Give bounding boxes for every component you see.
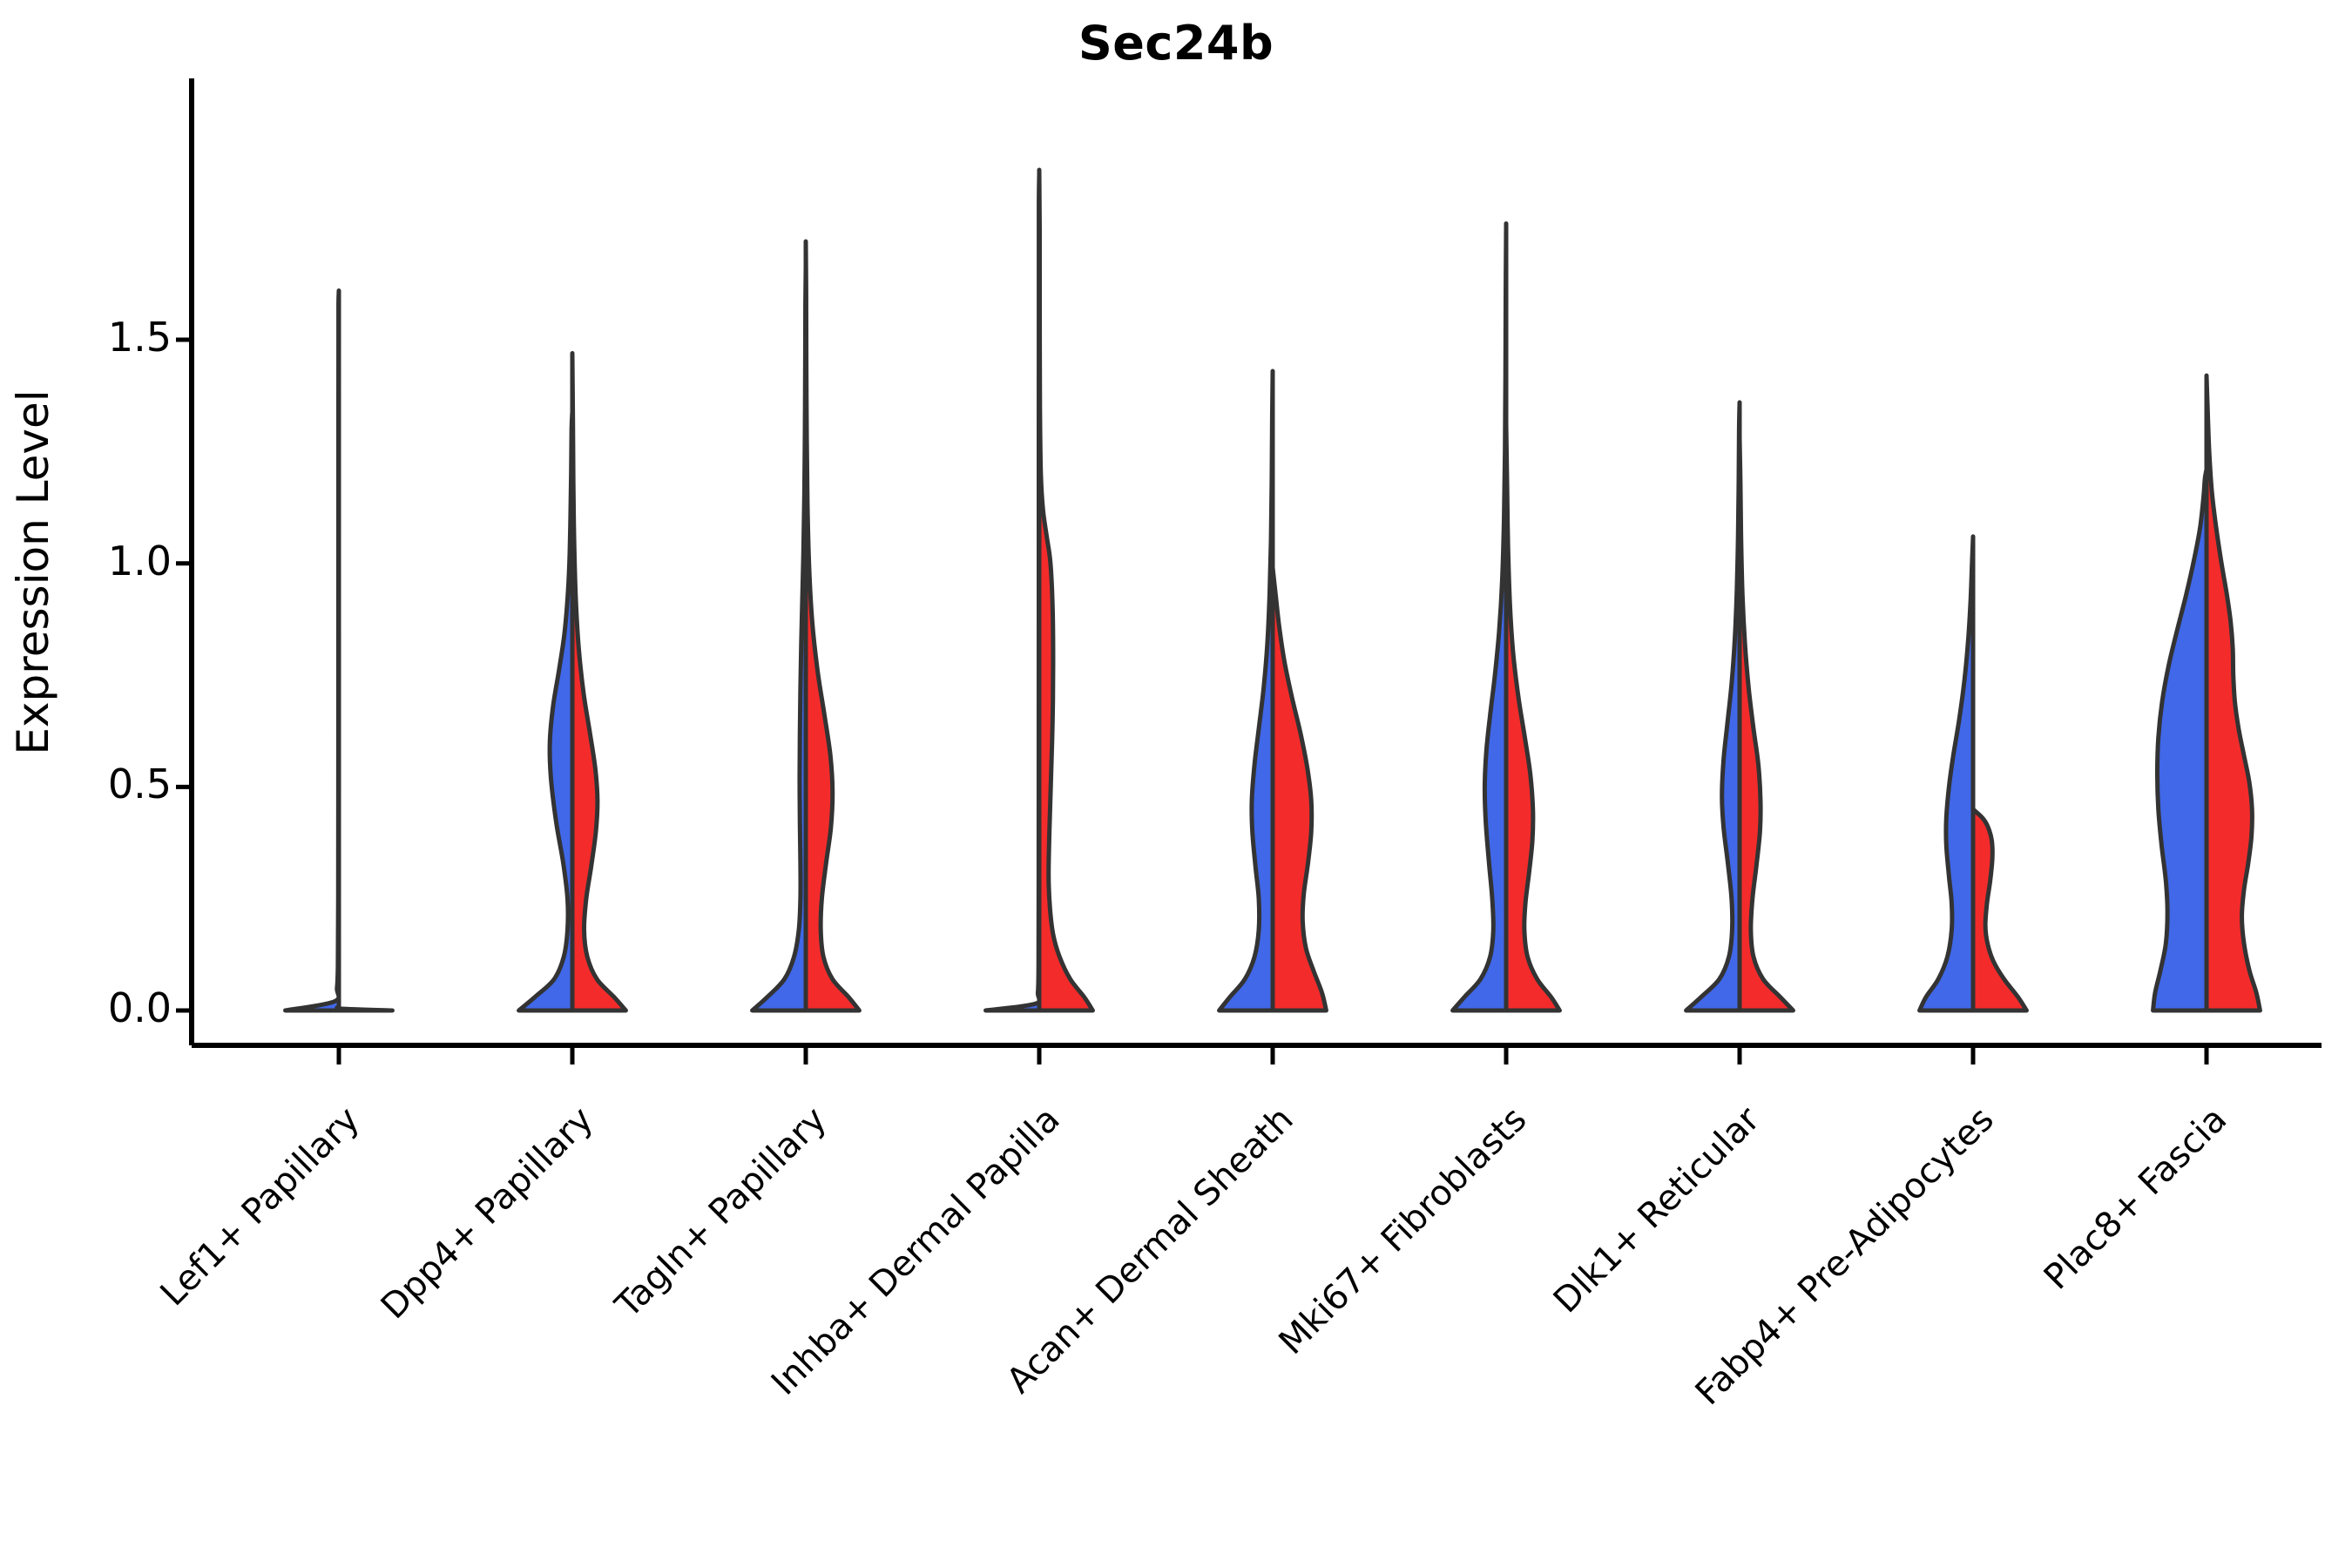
violin-group_a-5 xyxy=(1450,221,1509,1013)
violin-group_b-7 xyxy=(1970,807,2029,1013)
violin-group_a-6 xyxy=(1684,400,1742,1013)
violin-group_a-3 xyxy=(983,172,1043,1013)
violin-group_a-8 xyxy=(2151,467,2209,1013)
violin-group_b-0 xyxy=(335,1004,395,1013)
axis-group xyxy=(176,78,2322,1064)
violins-group xyxy=(283,167,2262,1013)
violin-group_b-3 xyxy=(1037,167,1095,1013)
page-title: Sec24b xyxy=(1078,16,1274,71)
violin-group_b-5 xyxy=(1504,422,1562,1013)
violin-group_a-0 xyxy=(283,288,341,1013)
violin-group_a-4 xyxy=(1217,368,1275,1013)
violin-group_b-2 xyxy=(803,239,862,1013)
violin-group_b-1 xyxy=(570,350,628,1013)
y-tick-label-1: 0.5 xyxy=(107,760,172,808)
violin-group_b-4 xyxy=(1270,565,1328,1013)
violin-group_b-6 xyxy=(1737,436,1795,1013)
violin-group_a-2 xyxy=(750,266,808,1013)
y-tick-label-3: 1.5 xyxy=(107,314,172,362)
y-tick-label-0: 0.0 xyxy=(107,984,172,1031)
violin-group_a-1 xyxy=(517,409,575,1013)
violin-group_b-8 xyxy=(2204,373,2262,1013)
violin-group_a-7 xyxy=(1917,534,1976,1013)
y-tick-label-2: 1.0 xyxy=(107,537,172,585)
